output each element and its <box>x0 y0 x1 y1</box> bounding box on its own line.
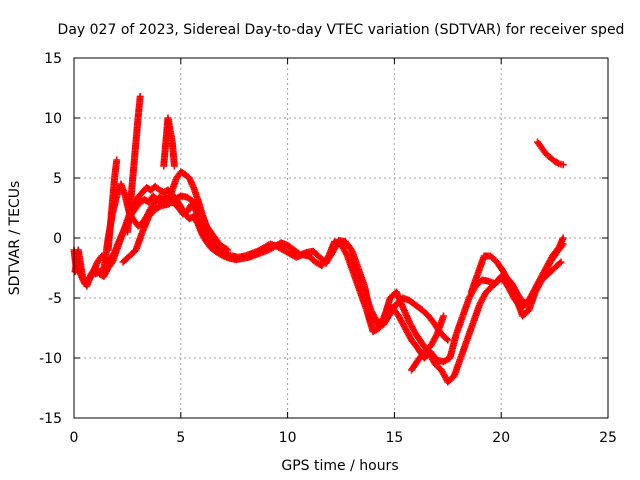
y-axis-label: SDTVAR / TECUs <box>7 181 23 296</box>
y-tick-label: 5 <box>53 171 62 187</box>
series-trace-8 <box>534 138 567 169</box>
y-tick-label: -5 <box>48 291 62 307</box>
series-spike-3 <box>160 114 178 170</box>
plot-border <box>73 57 609 419</box>
data-point <box>432 332 440 339</box>
data-point <box>440 312 448 320</box>
y-tick-label: 15 <box>44 51 62 67</box>
x-tick-label: 25 <box>599 430 617 446</box>
series-trace-4 <box>119 192 230 266</box>
y-tick-label: -10 <box>39 351 62 367</box>
data-point <box>559 240 567 248</box>
data-points <box>70 92 567 386</box>
data-point <box>113 156 121 164</box>
data-point <box>558 241 566 249</box>
x-tick-label: 15 <box>385 430 403 446</box>
x-tick-label: 5 <box>176 430 185 446</box>
data-point <box>170 162 178 170</box>
data-point <box>556 259 564 267</box>
chart-title: Day 027 of 2023, Sidereal Day-to-day VTE… <box>58 22 625 38</box>
x-tick-label: 10 <box>279 430 297 446</box>
y-tick-label: -15 <box>39 411 62 427</box>
x-tick-label: 0 <box>70 430 79 446</box>
series-trace-7 <box>467 252 565 320</box>
data-point <box>343 251 351 258</box>
data-point <box>557 258 565 266</box>
y-tick-label: 0 <box>53 231 62 247</box>
data-point <box>222 245 230 253</box>
data-point <box>136 92 144 100</box>
data-point <box>443 335 451 343</box>
data-point <box>559 161 567 169</box>
y-tick-label: 10 <box>44 111 62 127</box>
series-trace-6 <box>348 252 452 344</box>
tick-labels: 0 5 10 15 20 25 -15 -10 -5 0 5 10 15 <box>39 51 617 446</box>
series-spike-2 <box>123 92 144 236</box>
data-point <box>559 234 567 242</box>
x-tick-label: 20 <box>492 430 510 446</box>
series-spike-1 <box>104 156 121 254</box>
x-axis-label: GPS time / hours <box>281 458 398 474</box>
data-point <box>444 336 452 344</box>
